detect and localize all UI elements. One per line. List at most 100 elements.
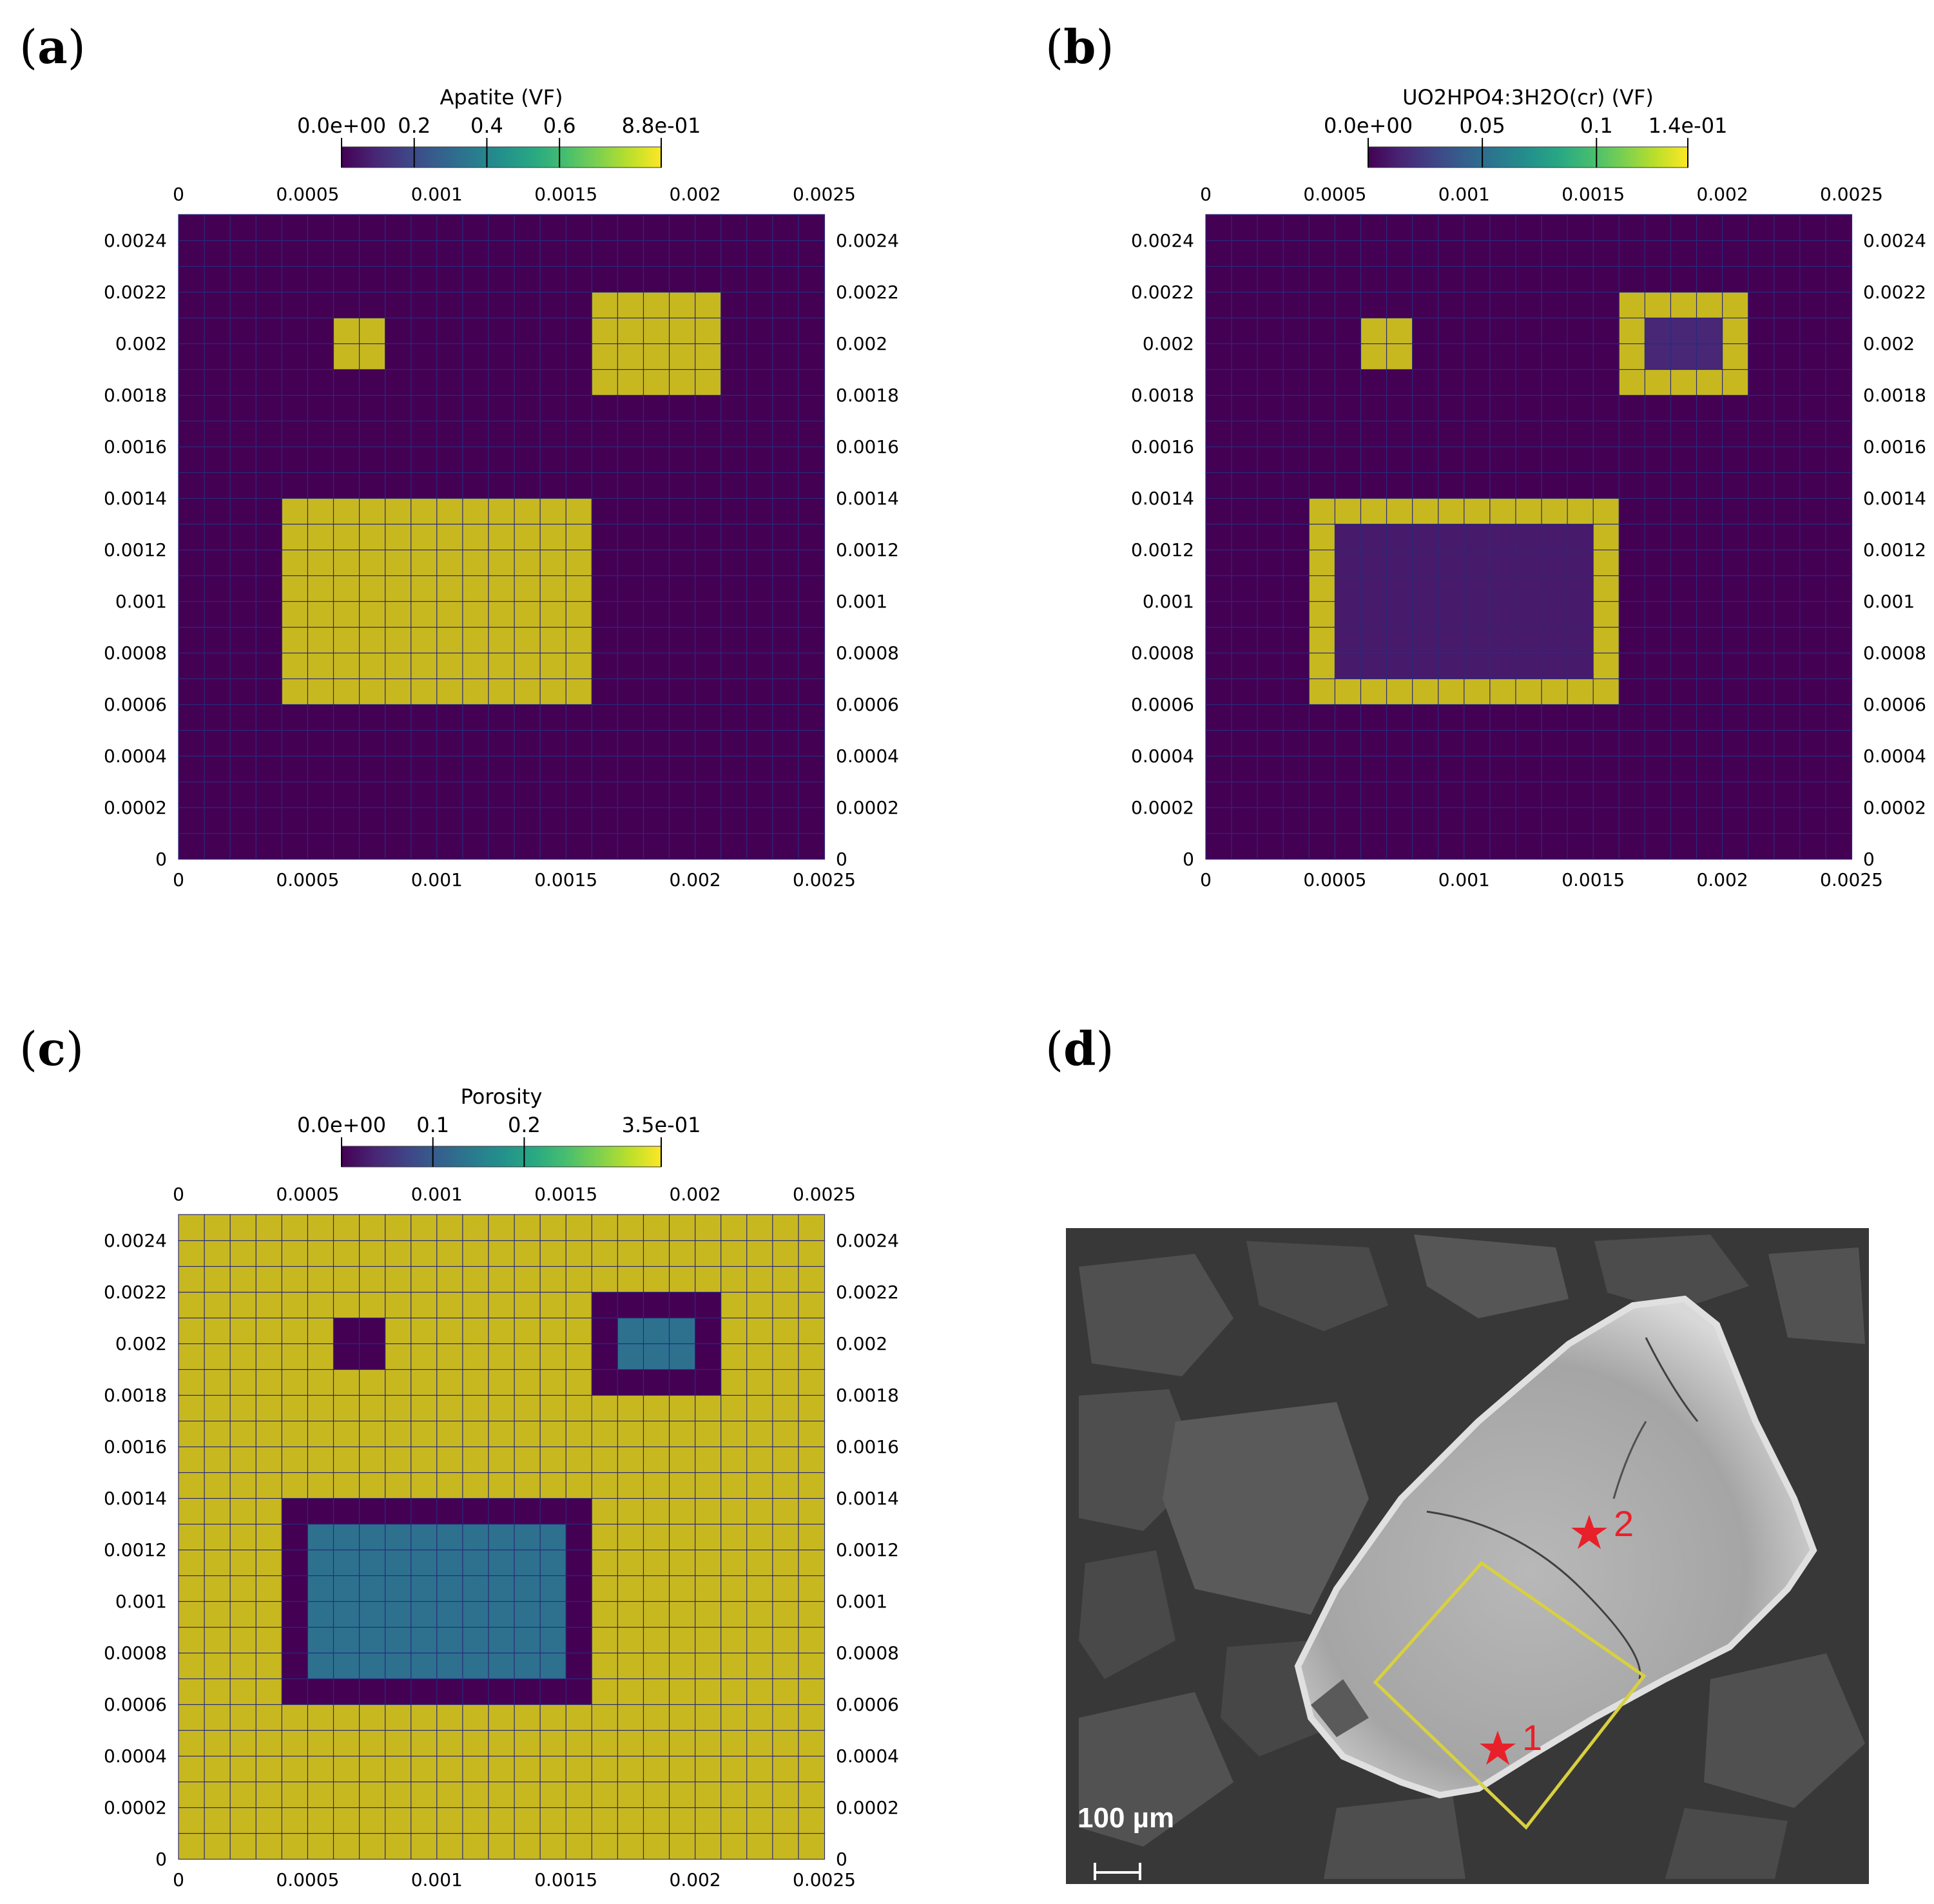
x-tick-label: 0.001: [411, 1869, 463, 1890]
heatmap-cell: [668, 1265, 696, 1293]
heatmap-cell: [1721, 265, 1749, 293]
y-tick-label: 0.0016: [836, 436, 899, 457]
heatmap-cell: [539, 1214, 567, 1242]
heatmap-cell: [204, 678, 231, 706]
heatmap-cell: [1618, 781, 1646, 809]
heatmap-cell: [1774, 420, 1801, 448]
heatmap-cell: [591, 1549, 619, 1577]
heatmap-cell: [488, 678, 516, 706]
heatmap-cell: [1644, 755, 1672, 783]
heatmap-cell: [255, 1601, 283, 1628]
heatmap-cell: [385, 678, 412, 706]
heatmap-cell: [462, 549, 490, 577]
heatmap-cell: [565, 1240, 593, 1267]
heatmap-cell: [1670, 446, 1697, 474]
heatmap-cell: [694, 1781, 722, 1809]
heatmap-cell: [591, 369, 619, 396]
heatmap-cell: [694, 1755, 722, 1783]
heatmap-cell: [307, 755, 334, 783]
heatmap-cell: [1231, 317, 1259, 345]
y-tick-label: 0.0008: [104, 642, 167, 664]
heatmap-cell: [1515, 729, 1543, 757]
y-tick-label: 0.0006: [104, 694, 167, 715]
heatmap-cell: [281, 1394, 309, 1422]
heatmap-cell: [591, 291, 619, 319]
heatmap-cell: [798, 1549, 826, 1577]
heatmap-cell: [358, 729, 386, 757]
heatmap-cell: [1438, 343, 1465, 370]
heatmap-cell: [255, 1523, 283, 1551]
heatmap-cell: [1205, 214, 1233, 242]
heatmap-cell: [617, 240, 644, 267]
heatmap-cell: [720, 626, 748, 654]
heatmap-cell: [307, 265, 334, 293]
heatmap-cell: [1386, 729, 1413, 757]
heatmap-cell: [1644, 214, 1672, 242]
heatmap-cell: [643, 832, 670, 860]
heatmap-cell: [565, 265, 593, 293]
heatmap-cell: [1644, 781, 1672, 809]
heatmap-cell: [411, 446, 438, 474]
heatmap-cell: [358, 1446, 386, 1474]
heatmap-cell: [358, 652, 386, 680]
heatmap-cell: [1334, 729, 1362, 757]
heatmap-cell: [462, 1265, 490, 1293]
heatmap-cell: [436, 317, 463, 345]
heatmap-cell: [1515, 781, 1543, 809]
heatmap-cell: [591, 704, 619, 731]
heatmap-cell: [1721, 626, 1749, 654]
heatmap-cell: [746, 1626, 773, 1654]
heatmap-cell: [539, 265, 567, 293]
heatmap-cell: [1438, 549, 1465, 577]
heatmap-cell: [178, 549, 206, 577]
heatmap-cell: [694, 1317, 722, 1345]
colorbar-tick-label: 1.4e-01: [1649, 113, 1728, 138]
heatmap-cell: [1464, 575, 1491, 602]
heatmap-cell: [720, 1497, 748, 1525]
colorbar-title: Apatite (VF): [440, 85, 563, 110]
heatmap-cell: [1748, 394, 1775, 422]
heatmap-cell: [643, 369, 670, 396]
heatmap-cell: [720, 343, 748, 370]
heatmap-cell: [411, 394, 438, 422]
heatmap-cell: [565, 1214, 593, 1242]
heatmap-cell: [720, 1472, 748, 1499]
heatmap-cell: [617, 1446, 644, 1474]
heatmap-cell: [488, 1626, 516, 1654]
heatmap-cell: [746, 729, 773, 757]
heatmap-cell: [1360, 446, 1388, 474]
heatmap-cell: [720, 807, 748, 834]
heatmap-cell: [307, 549, 334, 577]
heatmap-cell: [307, 626, 334, 654]
heatmap-cell: [255, 1497, 283, 1525]
heatmap-cell: [1670, 472, 1697, 499]
x-tick-label: 0.002: [670, 1184, 721, 1205]
heatmap-cell: [1515, 807, 1543, 834]
heatmap-cell: [488, 1291, 516, 1319]
heatmap-cell: [1438, 472, 1465, 499]
heatmap-cell: [229, 1317, 257, 1345]
heatmap-cell: [204, 1575, 231, 1602]
heatmap-cell: [1721, 549, 1749, 577]
heatmap-cell: [1670, 240, 1697, 267]
heatmap-cell: [591, 1807, 619, 1834]
heatmap-cell: [1360, 781, 1388, 809]
heatmap-cell: [772, 1626, 800, 1654]
heatmap-cell: [462, 343, 490, 370]
heatmap-cell: [772, 343, 800, 370]
heatmap-cell: [333, 1369, 360, 1396]
heatmap-cell: [1592, 575, 1620, 602]
heatmap-cell: [539, 291, 567, 319]
heatmap-cell: [565, 1523, 593, 1551]
heatmap-cell: [204, 729, 231, 757]
heatmap-cell: [204, 807, 231, 834]
heatmap-cell: [798, 1394, 826, 1422]
heatmap-cell: [1257, 394, 1284, 422]
heatmap-cell: [1412, 317, 1439, 345]
heatmap-cell: [1774, 755, 1801, 783]
heatmap-cell: [746, 1678, 773, 1706]
heatmap-cell: [798, 781, 826, 809]
heatmap-cell: [1567, 652, 1594, 680]
heatmap-cell: [204, 1549, 231, 1577]
sem-image-drawing: 1 2 100 µm: [1066, 1228, 1869, 1884]
